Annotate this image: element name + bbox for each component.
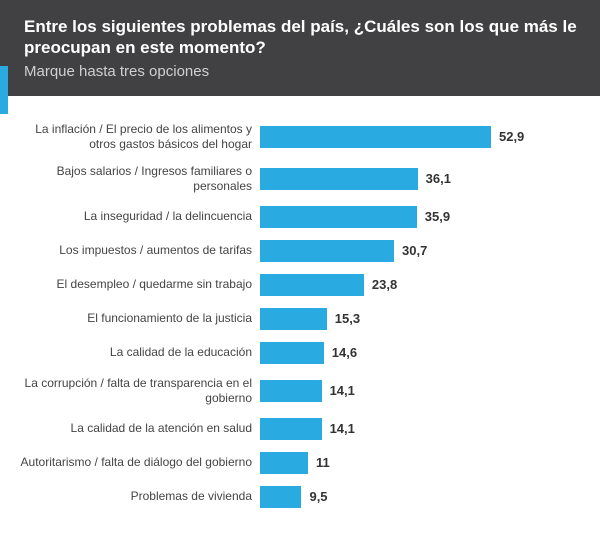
bar-track: 11 bbox=[260, 452, 572, 474]
bar-track: 14,6 bbox=[260, 342, 572, 364]
bar-value: 36,1 bbox=[426, 171, 451, 186]
bar-chart: La inflación / El precio de los alimento… bbox=[0, 96, 600, 530]
bar-value: 14,6 bbox=[332, 345, 357, 360]
bar-track: 15,3 bbox=[260, 308, 572, 330]
bar-label: El funcionamiento de la justicia bbox=[10, 311, 260, 326]
bar bbox=[260, 168, 418, 190]
bar bbox=[260, 206, 417, 228]
chart-header: Entre los siguientes problemas del país,… bbox=[0, 0, 600, 96]
chart-row: La corrupción / falta de transparencia e… bbox=[10, 376, 572, 406]
bar-track: 35,9 bbox=[260, 206, 572, 228]
survey-instruction: Marque hasta tres opciones bbox=[24, 63, 580, 80]
bar-track: 30,7 bbox=[260, 240, 572, 262]
bar-label: Problemas de vivienda bbox=[10, 489, 260, 504]
bar-value: 11 bbox=[316, 455, 330, 470]
chart-row: La calidad de la educación 14,6 bbox=[10, 342, 572, 364]
bar bbox=[260, 342, 324, 364]
chart-row: El funcionamiento de la justicia 15,3 bbox=[10, 308, 572, 330]
bar bbox=[260, 308, 327, 330]
bar bbox=[260, 452, 308, 474]
bar bbox=[260, 126, 491, 148]
bar-label: Los impuestos / aumentos de tarifas bbox=[10, 243, 260, 258]
bar-track: 14,1 bbox=[260, 380, 572, 402]
chart-row: El desempleo / quedarme sin trabajo 23,8 bbox=[10, 274, 572, 296]
bar bbox=[260, 240, 394, 262]
chart-row: Problemas de vivienda 9,5 bbox=[10, 486, 572, 508]
bar bbox=[260, 380, 322, 402]
bar-label: La inseguridad / la delincuencia bbox=[10, 209, 260, 224]
bar-track: 52,9 bbox=[260, 126, 572, 148]
accent-bar bbox=[0, 66, 8, 114]
bar-track: 23,8 bbox=[260, 274, 572, 296]
bar bbox=[260, 418, 322, 440]
chart-row: Los impuestos / aumentos de tarifas 30,7 bbox=[10, 240, 572, 262]
bar-label: Bajos salarios / Ingresos familiares o p… bbox=[10, 164, 260, 194]
bar-value: 14,1 bbox=[330, 421, 355, 436]
bar bbox=[260, 486, 301, 508]
bar-value: 52,9 bbox=[499, 129, 524, 144]
bar-value: 35,9 bbox=[425, 209, 450, 224]
bar-value: 15,3 bbox=[335, 311, 360, 326]
bar-value: 9,5 bbox=[309, 489, 327, 504]
chart-row: Autoritarismo / falta de diálogo del gob… bbox=[10, 452, 572, 474]
bar-track: 36,1 bbox=[260, 168, 572, 190]
bar-value: 14,1 bbox=[330, 383, 355, 398]
bar-value: 23,8 bbox=[372, 277, 397, 292]
bar-label: Autoritarismo / falta de diálogo del gob… bbox=[10, 455, 260, 470]
chart-row: La calidad de la atención en salud 14,1 bbox=[10, 418, 572, 440]
bar-label: El desempleo / quedarme sin trabajo bbox=[10, 277, 260, 292]
bar-track: 9,5 bbox=[260, 486, 572, 508]
chart-row: La inflación / El precio de los alimento… bbox=[10, 122, 572, 152]
chart-row: Bajos salarios / Ingresos familiares o p… bbox=[10, 164, 572, 194]
bar-label: La calidad de la educación bbox=[10, 345, 260, 360]
bar-label: La calidad de la atención en salud bbox=[10, 421, 260, 436]
survey-question: Entre los siguientes problemas del país,… bbox=[24, 16, 580, 59]
bar-label: La corrupción / falta de transparencia e… bbox=[10, 376, 260, 406]
bar-track: 14,1 bbox=[260, 418, 572, 440]
bar-label: La inflación / El precio de los alimento… bbox=[10, 122, 260, 152]
chart-row: La inseguridad / la delincuencia 35,9 bbox=[10, 206, 572, 228]
bar-value: 30,7 bbox=[402, 243, 427, 258]
bar bbox=[260, 274, 364, 296]
